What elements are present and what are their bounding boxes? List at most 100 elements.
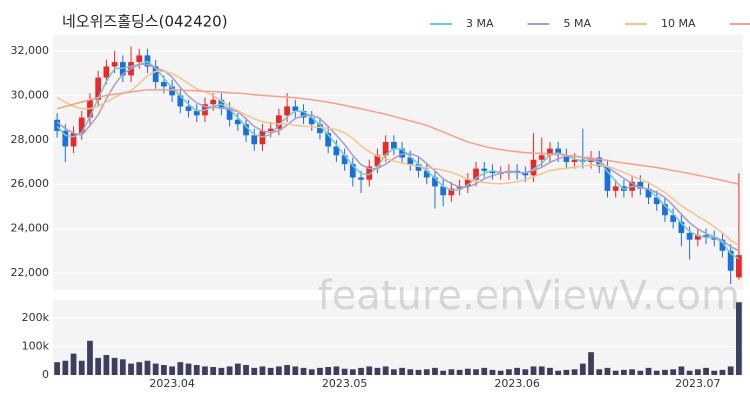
candle-body	[62, 130, 69, 147]
candle-body	[292, 106, 299, 111]
candle-body	[703, 235, 709, 238]
volume-bar	[423, 369, 430, 375]
candle-body	[177, 95, 184, 107]
ma-line	[56, 63, 740, 252]
volume-bar	[226, 366, 233, 375]
volume-bar	[169, 366, 175, 375]
ma-line	[56, 70, 740, 247]
candle-body	[169, 86, 175, 96]
candle-body	[308, 117, 315, 125]
y2-tick-label: 100k	[22, 339, 50, 352]
volume-bar	[111, 357, 118, 375]
candle-body	[522, 173, 529, 176]
candle-body	[555, 148, 562, 156]
candle-body	[78, 117, 85, 134]
candle-body	[604, 166, 611, 191]
candle-body	[481, 168, 488, 171]
volume-bar	[218, 367, 225, 375]
candle-body	[325, 133, 332, 147]
candle-body	[415, 164, 422, 171]
volume-bar	[243, 365, 249, 375]
candle-body	[719, 239, 726, 251]
volume-bar	[308, 369, 315, 375]
volume-bar	[202, 366, 208, 375]
volume-bar	[317, 367, 323, 375]
volume-bar	[87, 340, 93, 375]
candle-body	[686, 232, 693, 240]
volume-bar	[736, 302, 742, 375]
volume-bar	[95, 357, 102, 375]
volume-bar	[210, 367, 217, 375]
candle-body	[349, 164, 356, 178]
volume-bar	[193, 365, 200, 375]
volume-bar	[473, 369, 479, 375]
volume-bar	[629, 369, 635, 375]
candle-body	[317, 124, 323, 134]
candle-body	[473, 168, 479, 180]
volume-bar	[292, 366, 299, 375]
candle-body	[653, 197, 660, 205]
y-tick-label: 32,000	[11, 44, 50, 57]
volume-bar	[678, 366, 685, 375]
volume-bar	[276, 366, 282, 375]
candle-body	[563, 155, 570, 162]
volume-bar	[62, 360, 69, 375]
volume-bar	[563, 369, 570, 375]
candle-body	[662, 204, 668, 216]
y2-tick-label: 0	[42, 368, 49, 381]
volume-bar	[662, 369, 668, 375]
volume-bar	[489, 369, 496, 375]
ma-line	[56, 60, 740, 260]
watermark: feature.enViewV.com	[318, 273, 740, 319]
volume-bar	[284, 365, 290, 375]
candle-body	[185, 106, 192, 111]
candle-body	[547, 148, 553, 156]
volume-bar	[670, 369, 677, 375]
y-tick-label: 28,000	[11, 133, 50, 146]
volume-bar	[719, 369, 726, 375]
candle-body	[284, 106, 290, 116]
volume-bar	[571, 369, 578, 375]
candle-body	[571, 159, 578, 162]
x-tick-label: 2023.06	[494, 377, 540, 390]
y-tick-label: 26,000	[11, 177, 50, 190]
volume-bar	[588, 352, 594, 375]
volume-bar	[555, 370, 562, 375]
volume-bar	[432, 367, 438, 375]
volume-bar	[612, 370, 619, 375]
volume-bar	[407, 369, 414, 375]
volume-bar	[78, 360, 85, 375]
volume-bar	[653, 370, 660, 375]
candle-body	[276, 115, 282, 129]
volume-bar	[259, 366, 266, 375]
volume-bar	[144, 360, 151, 375]
volume-bar	[514, 367, 520, 375]
volume-bar	[366, 366, 373, 375]
x-tick-label: 2023.04	[149, 377, 195, 390]
volume-bar	[358, 367, 364, 375]
candle-body	[399, 148, 405, 158]
candle-body	[694, 235, 701, 240]
volume-bar	[103, 355, 110, 375]
volume-bar	[341, 368, 348, 375]
candle-body	[358, 177, 364, 180]
volume-bar	[234, 363, 241, 375]
candle-body	[538, 155, 545, 160]
volume-bar	[349, 369, 356, 375]
candle-body	[530, 159, 537, 176]
y-tick-label: 30,000	[11, 88, 50, 101]
volume-bar	[415, 369, 422, 375]
candle-body	[464, 179, 471, 187]
volume-bar	[703, 367, 709, 375]
volume-bar	[440, 370, 447, 375]
candle-body	[489, 170, 496, 174]
volume-bar	[382, 366, 389, 375]
x-tick-label: 2023.05	[322, 377, 368, 390]
candle-body	[251, 135, 258, 145]
legend-label: 10 MA	[661, 17, 696, 30]
volume-bar	[251, 367, 258, 375]
volume-bar	[694, 369, 701, 375]
legend-label: 5 MA	[564, 17, 592, 30]
candle-body	[374, 155, 381, 167]
candle-body	[267, 128, 274, 131]
